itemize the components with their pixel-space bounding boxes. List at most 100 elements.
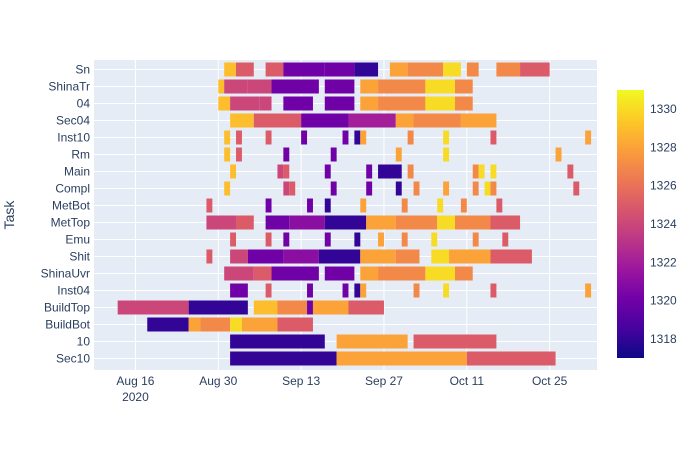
timeline-bar[interactable] [206, 198, 213, 213]
timeline-bar[interactable] [307, 283, 313, 298]
timeline-bar[interactable] [230, 232, 237, 247]
timeline-bar[interactable] [283, 181, 290, 196]
timeline-bar[interactable] [378, 266, 426, 281]
timeline-bar[interactable] [330, 147, 337, 162]
timeline-bar[interactable] [271, 79, 319, 94]
timeline-bar[interactable] [283, 62, 325, 77]
timeline-bar[interactable] [585, 283, 592, 298]
timeline-bar[interactable] [490, 130, 497, 145]
timeline-bar[interactable] [218, 79, 225, 94]
timeline-bar[interactable] [188, 300, 248, 315]
timeline-bar[interactable] [277, 164, 284, 179]
timeline-bar[interactable] [318, 249, 361, 264]
timeline-bar[interactable] [407, 130, 414, 145]
timeline-bar[interactable] [484, 181, 491, 196]
timeline-bar[interactable] [443, 283, 450, 298]
timeline-bar[interactable] [360, 266, 379, 281]
timeline-bar[interactable] [395, 113, 414, 128]
timeline-bar[interactable] [224, 130, 231, 145]
timeline-bar[interactable] [354, 62, 379, 77]
timeline-bar[interactable] [496, 62, 521, 77]
timeline-bar[interactable] [307, 198, 313, 213]
timeline-bar[interactable] [460, 198, 467, 213]
timeline-bar[interactable] [324, 164, 331, 179]
timeline-bar[interactable] [230, 96, 260, 111]
timeline-bar[interactable] [431, 232, 438, 247]
timeline-bar[interactable] [431, 249, 450, 264]
timeline-bar[interactable] [265, 198, 272, 213]
timeline-bar[interactable] [425, 79, 455, 94]
timeline-bar[interactable] [289, 215, 325, 230]
timeline-bar[interactable] [312, 300, 349, 315]
timeline-bar[interactable] [283, 147, 290, 162]
timeline-bar[interactable] [466, 351, 556, 366]
timeline-bar[interactable] [395, 215, 438, 230]
timeline-bar[interactable] [378, 79, 426, 94]
timeline-bar[interactable] [117, 300, 189, 315]
timeline-bar[interactable] [224, 181, 231, 196]
timeline-bar[interactable] [236, 215, 254, 230]
timeline-bar[interactable] [395, 249, 420, 264]
timeline-bar[interactable] [490, 283, 497, 298]
timeline-bar[interactable] [265, 283, 272, 298]
timeline-bar[interactable] [360, 96, 379, 111]
timeline-bar[interactable] [218, 96, 231, 111]
timeline-bar[interactable] [496, 198, 503, 213]
timeline-bar[interactable] [378, 164, 402, 179]
timeline-bar[interactable] [490, 164, 497, 179]
timeline-bar[interactable] [230, 164, 237, 179]
timeline-bar[interactable] [265, 215, 290, 230]
timeline-bar[interactable] [585, 130, 592, 145]
timeline-bar[interactable] [324, 266, 355, 281]
timeline-bar[interactable] [301, 130, 308, 145]
timeline-bar[interactable] [472, 232, 479, 247]
timeline-bar[interactable] [490, 249, 532, 264]
timeline-bar[interactable] [230, 334, 325, 349]
timeline-bar[interactable] [224, 147, 231, 162]
timeline-bar[interactable] [330, 181, 337, 196]
timeline-bar[interactable] [443, 130, 450, 145]
timeline-bar[interactable] [301, 113, 349, 128]
timeline-bar[interactable] [502, 232, 509, 247]
timeline-bar[interactable] [230, 351, 337, 366]
timeline-bar[interactable] [354, 130, 361, 145]
timeline-bar[interactable] [472, 164, 479, 179]
timeline-bar[interactable] [449, 249, 491, 264]
timeline-bar[interactable] [224, 266, 254, 281]
timeline-bar[interactable] [206, 249, 213, 264]
timeline-bar[interactable] [443, 147, 450, 162]
timeline-bar[interactable] [360, 79, 379, 94]
timeline-bar[interactable] [454, 79, 473, 94]
timeline-bar[interactable] [395, 147, 402, 162]
timeline-bar[interactable] [348, 300, 384, 315]
timeline-bar[interactable] [366, 181, 373, 196]
timeline-bar[interactable] [283, 96, 313, 111]
timeline-bar[interactable] [289, 181, 296, 196]
timeline-bar[interactable] [324, 232, 331, 247]
timeline-bar[interactable] [454, 96, 473, 111]
timeline-bar[interactable] [283, 164, 290, 179]
timeline-bar[interactable] [354, 283, 361, 298]
timeline-bar[interactable] [336, 351, 467, 366]
timeline-bar[interactable] [342, 130, 349, 145]
timeline-bar[interactable] [378, 232, 384, 247]
timeline-bar[interactable] [230, 283, 248, 298]
timeline-bar[interactable] [230, 113, 254, 128]
timeline-bar[interactable] [395, 181, 402, 196]
timeline-bar[interactable] [443, 62, 461, 77]
timeline-bar[interactable] [247, 249, 284, 264]
timeline-bar[interactable] [188, 317, 201, 332]
timeline-bar[interactable] [360, 249, 396, 264]
timeline-bar[interactable] [437, 198, 444, 213]
timeline-bar[interactable] [277, 300, 308, 315]
timeline-bar[interactable] [407, 62, 444, 77]
timeline-bar[interactable] [401, 198, 408, 213]
timeline-bar[interactable] [253, 300, 278, 315]
timeline-bar[interactable] [413, 334, 497, 349]
timeline-bar[interactable] [401, 232, 408, 247]
timeline-bar[interactable] [265, 62, 284, 77]
timeline-bar[interactable] [259, 96, 272, 111]
timeline-bar[interactable] [265, 232, 272, 247]
timeline-bar[interactable] [490, 215, 521, 230]
timeline-bar[interactable] [413, 283, 420, 298]
